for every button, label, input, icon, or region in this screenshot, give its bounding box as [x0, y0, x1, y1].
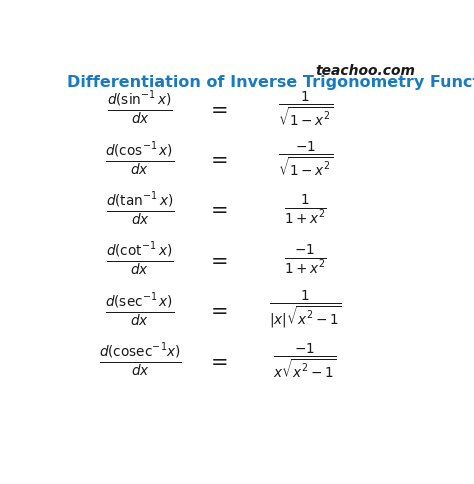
Text: $\frac{d(\cot^{-1} x)}{dx}$: $\frac{d(\cot^{-1} x)}{dx}$ [106, 241, 174, 278]
Text: $\frac{1}{\sqrt{1-x^2}}$: $\frac{1}{\sqrt{1-x^2}}$ [278, 89, 333, 127]
Text: $\frac{d(\mathrm{cosec}^{-1} x)}{dx}$: $\frac{d(\mathrm{cosec}^{-1} x)}{dx}$ [99, 341, 182, 378]
Text: $\frac{d(\cos^{-1} x)}{dx}$: $\frac{d(\cos^{-1} x)}{dx}$ [106, 140, 174, 177]
Text: $\frac{d(\sin^{-1} x)}{dx}$: $\frac{d(\sin^{-1} x)}{dx}$ [107, 90, 173, 127]
Text: $=$: $=$ [207, 300, 228, 319]
Text: teachoo.com: teachoo.com [316, 64, 416, 77]
Text: $\frac{d(\sec^{-1} x)}{dx}$: $\frac{d(\sec^{-1} x)}{dx}$ [105, 291, 175, 328]
Text: $\frac{-1}{\sqrt{1-x^2}}$: $\frac{-1}{\sqrt{1-x^2}}$ [278, 139, 333, 178]
Text: $\frac{-1}{1+x^2}$: $\frac{-1}{1+x^2}$ [284, 243, 327, 275]
Text: $=$: $=$ [207, 149, 228, 169]
Text: $=$: $=$ [207, 98, 228, 119]
Text: Differentiation of Inverse Trigonometry Functions: Differentiation of Inverse Trigonometry … [66, 75, 474, 90]
Text: $\frac{1}{1+x^2}$: $\frac{1}{1+x^2}$ [284, 193, 327, 225]
Text: $=$: $=$ [207, 199, 228, 219]
Text: $\frac{1}{|x|\sqrt{x^2-1}}$: $\frac{1}{|x|\sqrt{x^2-1}}$ [269, 288, 342, 331]
Text: $\frac{-1}{x\sqrt{x^2-1}}$: $\frac{-1}{x\sqrt{x^2-1}}$ [273, 341, 337, 379]
Text: $\frac{d(\tan^{-1} x)}{dx}$: $\frac{d(\tan^{-1} x)}{dx}$ [106, 190, 174, 227]
Text: $=$: $=$ [207, 249, 228, 269]
Text: $=$: $=$ [207, 350, 228, 370]
